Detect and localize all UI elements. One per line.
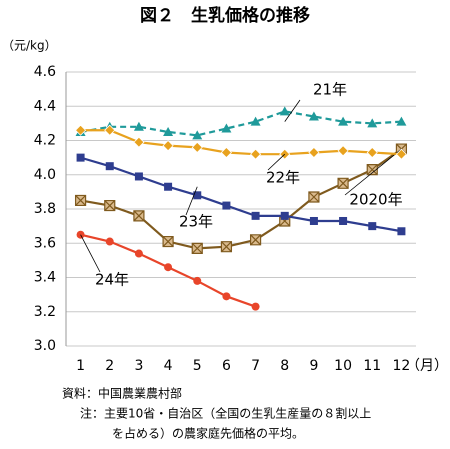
marker [133, 210, 145, 222]
marker [339, 216, 348, 225]
marker [251, 211, 260, 220]
series [75, 124, 407, 160]
marker [367, 118, 378, 128]
marker [250, 148, 262, 160]
marker [191, 141, 203, 153]
marker [222, 292, 231, 301]
marker [280, 211, 289, 220]
marker [133, 121, 144, 131]
note: を占める）の農家庭先価格の平均。 [112, 426, 304, 441]
marker [164, 182, 173, 191]
leader-line [267, 153, 286, 171]
marker [308, 191, 320, 203]
marker [337, 145, 349, 157]
x-tick-label: 11 [363, 358, 381, 374]
marker [309, 216, 318, 225]
marker [337, 177, 349, 189]
marker [105, 237, 114, 246]
marker [222, 201, 231, 210]
marker [192, 130, 203, 140]
y-tick-label: 3.6 [34, 235, 56, 251]
x-unit: （月） [406, 358, 448, 374]
marker [396, 116, 407, 126]
source: 資料：中国農業農村部 [62, 386, 182, 401]
x-tick-label: 4 [164, 358, 173, 374]
marker [366, 146, 378, 159]
x-tick-label: 2 [105, 358, 114, 374]
legend-label: 24年 [95, 271, 129, 289]
marker [164, 263, 173, 272]
series [76, 230, 260, 311]
marker [249, 234, 262, 246]
marker [366, 164, 378, 176]
x-tick-label: 12 [393, 358, 411, 374]
x-tick-label: 6 [222, 358, 231, 374]
marker [308, 111, 319, 121]
y-tick-label: 4.2 [34, 133, 56, 149]
legend-label: 2020年 [349, 191, 402, 209]
legend-label: 23年 [179, 213, 213, 231]
legend-label: 22年 [266, 169, 300, 187]
x-tick-label: 3 [134, 358, 143, 374]
marker [193, 276, 202, 285]
series [74, 143, 408, 254]
marker [162, 235, 174, 248]
marker [104, 124, 116, 136]
marker [76, 153, 85, 162]
marker [104, 199, 116, 212]
marker [163, 126, 174, 136]
series-line [80, 129, 402, 156]
marker [162, 140, 174, 152]
x-tick-label: 5 [193, 358, 202, 374]
x-tick-label: 8 [280, 358, 289, 374]
marker [191, 242, 203, 254]
y-tick-label: 4.0 [34, 167, 56, 183]
leader-line [284, 99, 301, 122]
y-tick-label: 4.6 [34, 64, 56, 80]
note: 注：主要10省・自治区（全国の生乳生産量の８割以上 [80, 406, 371, 421]
x-tick-label: 9 [309, 358, 318, 374]
marker [221, 123, 232, 133]
y-tick-label: 3.4 [34, 270, 56, 286]
marker [338, 116, 349, 126]
marker [279, 106, 290, 116]
y-tick-label: 4.4 [34, 98, 56, 114]
chart-title: 図２ 生乳価格の推移 [140, 5, 310, 26]
marker [134, 249, 143, 258]
leader-line [80, 234, 101, 273]
leader-line [344, 148, 402, 196]
marker [308, 146, 320, 159]
y-unit: （元/kg） [2, 39, 57, 53]
marker [220, 146, 232, 159]
leader-line [185, 186, 198, 216]
marker [134, 172, 143, 181]
marker [133, 136, 145, 148]
series [76, 153, 406, 236]
y-tick-label: 3.0 [34, 338, 56, 354]
legend-label: 21年 [313, 81, 347, 99]
x-tick-label: 10 [334, 358, 352, 374]
series [75, 106, 407, 140]
marker [193, 191, 202, 200]
x-tick-label: 1 [76, 358, 85, 374]
marker [220, 241, 233, 253]
marker [105, 162, 114, 171]
marker [397, 227, 406, 236]
x-tick-label: 7 [251, 358, 260, 374]
series-line [80, 110, 402, 137]
marker [75, 124, 87, 136]
marker [251, 302, 260, 311]
series-line [80, 156, 402, 233]
marker [74, 194, 87, 207]
marker [395, 148, 407, 160]
y-tick-label: 3.8 [34, 201, 56, 217]
marker [368, 222, 377, 231]
marker [250, 116, 261, 126]
y-tick-label: 3.2 [34, 304, 56, 320]
